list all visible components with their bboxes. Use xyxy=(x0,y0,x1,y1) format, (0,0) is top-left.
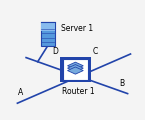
Bar xyxy=(63,59,88,80)
Polygon shape xyxy=(68,67,83,74)
Polygon shape xyxy=(68,65,83,72)
Text: A: A xyxy=(18,88,23,97)
Text: D: D xyxy=(52,47,58,56)
Polygon shape xyxy=(68,62,83,69)
Text: C: C xyxy=(92,47,98,56)
Bar xyxy=(41,22,55,31)
Text: Server 1: Server 1 xyxy=(61,24,93,33)
Bar xyxy=(41,22,55,46)
Bar xyxy=(60,57,91,82)
Text: Router 1: Router 1 xyxy=(62,87,95,96)
Text: B: B xyxy=(119,79,124,88)
